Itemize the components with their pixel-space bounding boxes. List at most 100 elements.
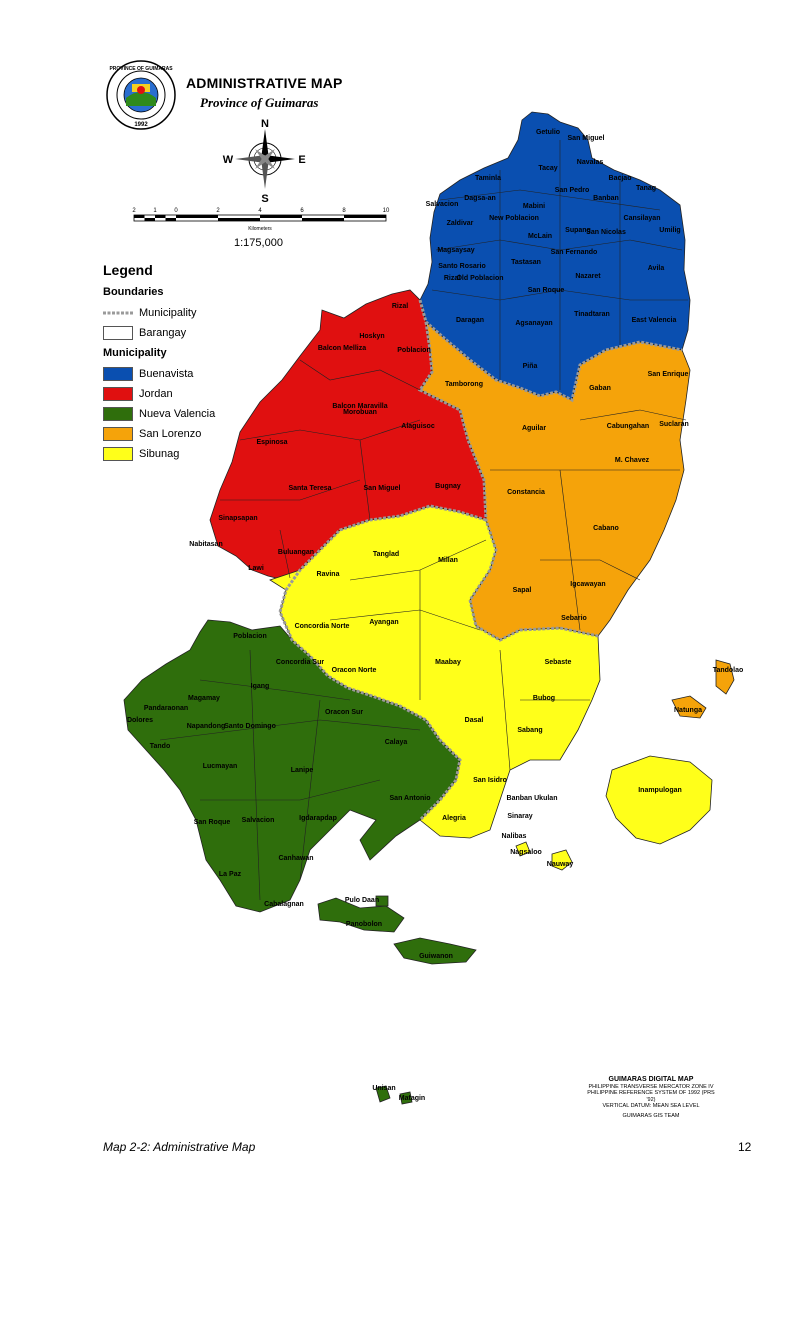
nauway-island[interactable] [551,849,573,871]
barangay-boundaries [159,140,688,901]
barangay-label: Santa Teresa [288,485,331,492]
barangay-label: Dagsa-an [464,195,496,202]
barangay-label: Igcawayan [570,581,605,588]
barangay-label: East Valencia [632,317,677,324]
svg-text:PROVINCE OF GUIMARAS: PROVINCE OF GUIMARAS [109,66,173,72]
natunga-island[interactable] [671,695,707,719]
color-swatch [103,387,133,401]
tandolao-island[interactable] [715,659,735,695]
barangay-label: Umilig [659,227,680,234]
barangay-label: Poblacion [397,347,430,354]
barangay-label: Igang [251,683,270,690]
inampulogan-island[interactable] [605,755,713,845]
matagin-island[interactable] [399,1091,413,1105]
barangay-label: Espinosa [256,439,287,446]
scale-bar: 2 1 0 2 4 6 8 10 Kilometers [132,208,390,232]
guiwanon-island[interactable] [393,937,477,965]
legend-item-san-lorenzo: San Lorenzo [103,424,273,444]
barangay-label: Magsaysay [437,247,474,254]
barangay-label: Nauway [547,861,574,868]
barangay-label: Dasal [465,717,484,724]
barangay-label: Salvacion [426,201,459,208]
scale-ratio: 1:175,000 [234,237,283,249]
legend-boundaries-heading: Boundaries [103,286,164,298]
legend-label: Municipality [139,307,197,319]
compass-w: W [223,154,234,166]
barangay-label: Ayangan [369,619,398,626]
barangay-label: Morobuan [343,409,377,416]
barangay-label: Salvacion [242,817,275,824]
credits-line: VERTICAL DATUM: MEAN SEA LEVEL [602,1103,700,1109]
barangay-label: Sebaste [545,659,572,666]
barangay-label: Dolores [127,717,153,724]
barangay-label: San Miguel [364,485,401,492]
legend-label: Sibunag [139,448,180,460]
barangay-label: Sebario [561,615,587,622]
barangay-label: Lucmayan [203,763,238,770]
barangay-label: San Fernando [551,249,598,256]
barangay-label: Cansilayan [624,215,661,222]
barangay-label: Magamay [188,695,220,702]
pulo-daan-island[interactable] [375,895,389,907]
barangay-label: Oracon Norte [332,667,377,674]
barangay-label: Buluangan [278,549,314,556]
barangay-label: Oracon Sur [325,709,363,716]
page-number: 12 [738,1140,752,1154]
barangay-label: Concordia Norte [295,623,350,630]
barangay-label: Supang [565,227,591,234]
barangay-label: Tandolao [713,667,744,674]
barangay-label: Hoskyn [359,333,384,340]
barangay-label: Matagin [399,1095,425,1102]
barangay-label: San Roque [528,287,565,294]
map-subtitle: Province of Guimaras [200,95,319,110]
legend-label: Jordan [139,388,173,400]
scale-tick: 6 [300,208,304,214]
compass-s: S [261,193,268,205]
barangay-label: Canhawan [278,855,313,862]
barangay-label: San Roque [194,819,231,826]
legend-label: Nueva Valencia [139,408,216,420]
barangay-label: Nazaret [575,273,601,280]
barangay-label: Concordia Sur [276,659,325,666]
legend: Legend Boundaries Municipality Barangay … [103,262,273,464]
barangay-label: Balcon Maravilla [332,403,387,410]
barangay-label: Sapal [513,587,532,594]
barangay-label: Tinadtaran [574,311,610,318]
barangay-label: Getulio [536,129,560,136]
color-swatch [103,367,133,381]
barangay-label: San Pedro [555,187,590,194]
barangay-label: New Poblacion [489,215,539,222]
barangay-label: Tastasan [511,259,541,266]
barangay-label: Banban [593,195,619,202]
sibunag-labels: Tanglad Millan Ravina Concordia Norte Ay… [295,551,682,868]
barangay-label: Nalibas [502,833,527,840]
barangay-label: Lanipe [291,767,314,774]
scale-tick: 2 [132,208,136,214]
legend-item-nueva-valencia: Nueva Valencia [103,404,273,424]
barangay-label: Tanag [636,185,656,192]
barangay-label: Cabungahan [607,423,649,430]
legend-item-buenavista: Buenavista [103,364,273,384]
barangay-label: Pulo Daan [345,897,379,904]
barangay-label: Inampulogan [638,787,682,794]
barangay-label: San Isidro [473,777,507,784]
figure-caption: Map 2-2: Administrative Map [103,1140,256,1154]
nagsaloo-island[interactable] [515,841,531,857]
compass-n: N [261,118,269,130]
barangay-label: Pandaraonan [144,705,188,712]
barangay-label: Alegria [442,815,466,822]
municipality-boundary [418,299,683,403]
unisan-island[interactable] [375,1085,391,1103]
barangay-label: Old Poblacion [456,275,503,282]
panobolon-island[interactable] [317,897,405,933]
barangay-label: Unisan [372,1085,395,1092]
barangay-label: Banban Ukulan [507,795,558,802]
map-title: ADMINISTRATIVE MAP [186,75,343,91]
barangay-label: Guiwanon [419,953,453,960]
barangay-label: San Antonio [390,795,431,802]
credits-team: GUIMARAS GIS TEAM [622,1112,680,1119]
nueva-valencia-labels: Poblacion Concordia Sur Igang Magamay Pa… [127,633,453,1102]
scale-unit: Kilometers [248,226,272,232]
scale-tick: 1 [153,208,157,214]
